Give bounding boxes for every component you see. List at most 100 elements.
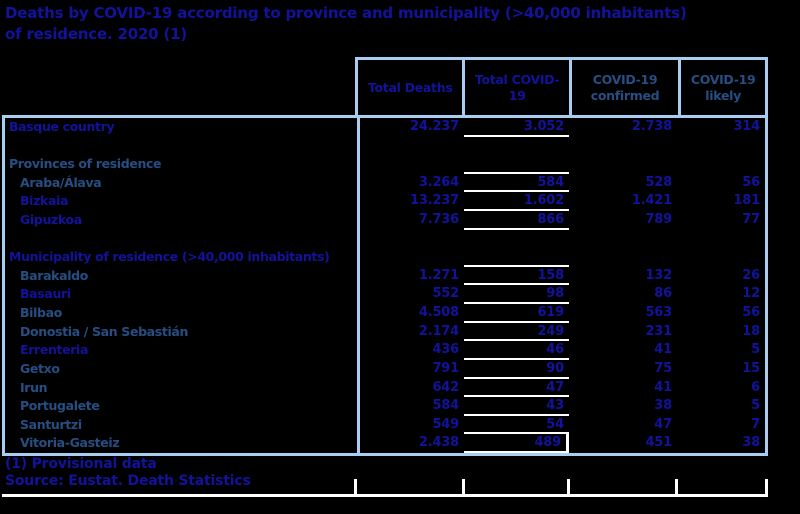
cell-covid19-confirmed: 2.738 [631, 119, 672, 134]
cell-total-deaths: 549 [432, 416, 459, 432]
bottom-rule-tick [765, 479, 768, 497]
bottom-rule-tick [567, 479, 570, 497]
cell-covid19-confirmed [569, 137, 677, 156]
cell-total-deaths [357, 248, 464, 267]
table-row: Portugalete 584 43 38 5 [5, 397, 765, 416]
row-label: Municipality of residence (>40,000 inhab… [9, 249, 330, 265]
bottom-rule-tick [354, 479, 357, 497]
cell-total-covid19 [464, 248, 569, 267]
cell-covid19-confirmed: 528 [645, 174, 672, 190]
row-label: Bilbao [20, 305, 62, 321]
cell-covid19-confirmed: 38 [654, 398, 672, 414]
row-label: Gipuzkoa [20, 212, 82, 228]
table-row: Basauri 552 98 86 12 [5, 285, 765, 305]
cell-covid19-likely: 77 [742, 212, 760, 228]
spacer-row [5, 230, 765, 249]
cell-covid19-likely [677, 137, 765, 156]
row-label: Irun [20, 379, 48, 395]
cell-covid19-confirmed: 1.421 [631, 193, 672, 209]
cell-total-deaths: 1.271 [418, 267, 459, 283]
cell-covid19-confirmed [569, 155, 677, 174]
cell-total-deaths: 584 [432, 398, 459, 414]
cell-total-covid19: 3.052 [464, 118, 569, 137]
label-column-divider [357, 115, 360, 456]
cell-covid19-likely: 7 [751, 416, 760, 432]
page-title: Deaths by COVID-19 according to province… [5, 3, 687, 45]
bottom-rule-tick [675, 479, 678, 497]
table-row: Araba/Álava 3.264 584 528 56 [5, 174, 765, 193]
cell-total-covid19: 90 [464, 360, 569, 379]
cell-total-covid19: 47 [464, 379, 569, 398]
table-row: Donostia / San Sebastián 2.174 249 231 18 [5, 323, 765, 342]
cell-covid19-confirmed: 563 [645, 305, 672, 321]
column-header-covid19-confirmed: COVID-19 confirmed [568, 60, 678, 115]
table-row: Vitoria-Gasteiz 2.438 489 451 38 [5, 434, 765, 453]
cell-covid19-confirmed [569, 248, 677, 267]
table-header-row: Total Deaths Total COVID-19 COVID-19 con… [355, 57, 768, 118]
cell-total-covid19: 584 [464, 174, 569, 193]
table-row: Santurtzi 549 54 47 7 [5, 416, 765, 435]
column-header-total-covid19: Total COVID-19 [462, 60, 568, 115]
cell-covid19-likely: 15 [742, 360, 760, 376]
row-label: Errenteria [20, 342, 89, 358]
table-row: Gipuzkoa 7.736 866 789 77 [5, 211, 765, 230]
cell-covid19-likely: 12 [742, 286, 760, 302]
table-rows: Basque country 24.237 3.052 2.738 314 Provinc… [5, 118, 765, 453]
table-row: Municipality of residence (>40,000 inhab… [5, 248, 765, 267]
cell-covid19-likely: 18 [742, 323, 760, 339]
cell-covid19-likely: 56 [742, 305, 760, 321]
cell-covid19-likely: 5 [751, 398, 760, 414]
cell-total-deaths: 642 [432, 379, 459, 395]
table-row: Basque country 24.237 3.052 2.738 314 [5, 118, 765, 137]
cell-total-deaths: 552 [432, 286, 459, 302]
cell-total-deaths: 3.264 [418, 174, 459, 190]
cell-covid19-confirmed: 47 [654, 416, 672, 432]
cell-covid19-confirmed: 41 [654, 379, 672, 395]
cell-covid19-confirmed: 75 [654, 360, 672, 376]
row-label [5, 137, 357, 156]
cell-total-deaths: 791 [432, 360, 459, 376]
column-header-total-deaths: Total Deaths [367, 79, 453, 95]
cell-covid19-likely: 56 [742, 174, 760, 190]
cell-covid19-confirmed [569, 230, 677, 249]
cell-total-deaths [357, 137, 464, 156]
row-label: Vitoria-Gasteiz [20, 435, 120, 451]
row-label: Basque country [9, 119, 115, 134]
cell-covid19-likely: 6 [751, 379, 760, 395]
cell-covid19-likely: 26 [742, 267, 760, 283]
cell-covid19-likely: 38 [742, 435, 760, 451]
cell-total-covid19: 43 [464, 397, 569, 416]
cell-total-covid19: 46 [464, 341, 569, 360]
cell-covid19-confirmed: 789 [645, 212, 672, 228]
row-label: Portugalete [20, 398, 100, 414]
table-row: Getxo 791 90 75 15 [5, 360, 765, 379]
cell-total-covid19: 158 [464, 267, 569, 286]
cell-total-covid19: 866 [464, 211, 569, 230]
table-row: Irun 642 47 41 6 [5, 379, 765, 398]
cell-covid19-likely [677, 155, 765, 174]
row-label: Barakaldo [20, 267, 88, 283]
cell-total-deaths: 13.237 [410, 193, 459, 209]
row-label: Donostia / San Sebastián [20, 323, 189, 339]
cell-covid19-confirmed: 41 [654, 342, 672, 358]
page-title-line1: Deaths by COVID-19 according to province… [5, 4, 687, 22]
row-label [5, 230, 357, 249]
footnote: (1) Provisional data [5, 456, 157, 472]
table-row: Bilbao 4.508 619 563 56 [5, 304, 765, 323]
table-row: Barakaldo 1.271 158 132 26 [5, 267, 765, 286]
row-label: Araba/Álava [20, 174, 102, 190]
row-label: Provinces of residence [9, 156, 162, 172]
cell-total-covid19: 619 [464, 304, 569, 323]
table-row: Bizkaia 13.237 1.602 1.421 181 [5, 192, 765, 212]
cell-total-deaths: 24.237 [410, 119, 459, 134]
bottom-rule [2, 494, 768, 497]
cell-covid19-confirmed: 451 [645, 435, 672, 451]
cell-total-deaths: 2.438 [418, 435, 459, 451]
page-title-line2: of residence. 2020 (1) [5, 25, 187, 43]
table-row: Errenteria 436 46 41 5 [5, 341, 765, 360]
cell-total-covid19: 54 [464, 416, 569, 435]
cell-total-deaths: 2.174 [418, 323, 459, 339]
table-body: Basque country 24.237 3.052 2.738 314 Provinc… [2, 115, 768, 456]
cell-covid19-likely: 314 [733, 119, 760, 134]
